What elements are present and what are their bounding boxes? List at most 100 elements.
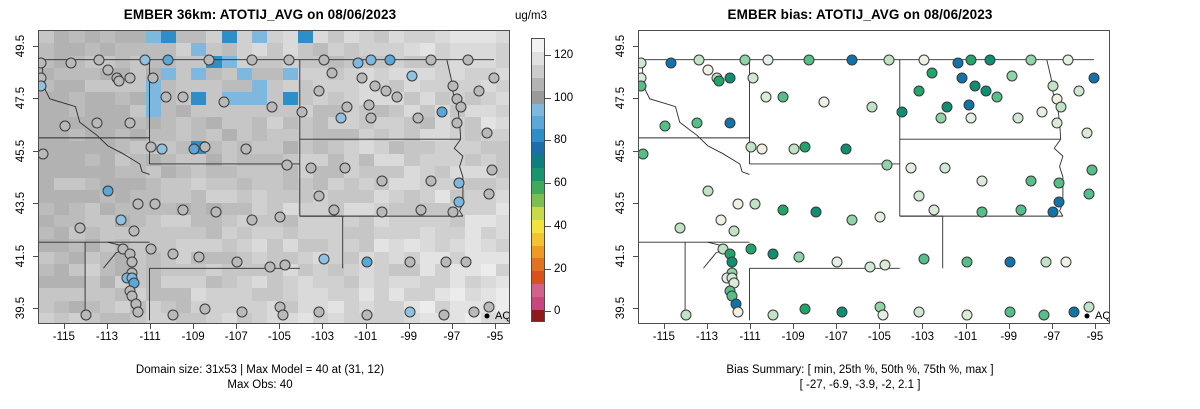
station-marker[interactable] [762, 54, 774, 66]
station-marker[interactable] [1081, 127, 1093, 139]
station-marker[interactable] [39, 80, 47, 92]
station-marker[interactable] [455, 101, 467, 113]
station-marker[interactable] [1038, 309, 1050, 320]
station-marker[interactable] [639, 80, 647, 92]
station-marker[interactable] [874, 211, 886, 223]
station-marker[interactable] [1055, 101, 1067, 113]
station-marker[interactable] [739, 54, 751, 66]
station-marker[interactable] [203, 54, 215, 66]
station-marker[interactable] [991, 91, 1003, 103]
station-marker[interactable] [896, 106, 908, 118]
station-marker[interactable] [425, 54, 437, 66]
station-marker[interactable] [162, 54, 174, 66]
station-marker[interactable] [1036, 106, 1048, 118]
station-marker[interactable] [976, 175, 988, 187]
station-marker[interactable] [976, 206, 988, 218]
station-marker[interactable] [145, 141, 157, 152]
station-marker[interactable] [724, 72, 735, 84]
station-marker[interactable] [777, 91, 789, 103]
station-marker[interactable] [728, 225, 740, 236]
station-marker[interactable] [836, 306, 848, 318]
station-marker[interactable] [281, 159, 293, 171]
station-marker[interactable] [177, 91, 189, 103]
station-marker[interactable] [674, 222, 686, 234]
station-marker[interactable] [447, 206, 459, 218]
station-marker[interactable] [80, 309, 92, 320]
station-marker[interactable] [639, 57, 647, 68]
station-marker[interactable] [74, 222, 86, 234]
station-marker[interactable] [965, 54, 977, 66]
station-marker[interactable] [913, 190, 925, 202]
station-marker[interactable] [193, 251, 204, 263]
station-marker[interactable] [296, 106, 308, 118]
bias-map-plot[interactable]: AQS [638, 30, 1110, 324]
station-marker[interactable] [879, 259, 891, 271]
station-marker[interactable] [326, 67, 338, 79]
station-marker[interactable] [124, 117, 135, 129]
station-marker[interactable] [481, 127, 493, 139]
station-marker[interactable] [788, 143, 800, 155]
station-marker[interactable] [760, 91, 772, 103]
station-marker[interactable] [965, 112, 977, 124]
station-marker[interactable] [883, 54, 895, 66]
station-marker[interactable] [793, 251, 804, 263]
station-marker[interactable] [438, 309, 450, 320]
station-marker[interactable] [440, 256, 452, 268]
station-marker[interactable] [846, 214, 858, 226]
station-marker[interactable] [365, 112, 377, 124]
station-marker[interactable] [139, 54, 151, 66]
station-marker[interactable] [363, 99, 375, 110]
station-marker[interactable] [240, 143, 252, 155]
station-marker[interactable] [881, 159, 893, 171]
station-marker[interactable] [468, 306, 480, 318]
station-marker[interactable] [831, 256, 843, 268]
station-marker[interactable] [928, 204, 940, 215]
station-marker[interactable] [913, 306, 925, 318]
station-marker[interactable] [905, 162, 917, 173]
station-marker[interactable] [39, 148, 49, 160]
station-marker[interactable] [313, 85, 325, 97]
station-marker[interactable] [264, 261, 276, 273]
station-marker[interactable] [39, 57, 47, 68]
station-marker[interactable] [732, 306, 744, 318]
station-marker[interactable] [693, 54, 705, 66]
station-marker[interactable] [341, 101, 353, 113]
station-marker[interactable] [1040, 256, 1052, 268]
station-marker[interactable] [749, 198, 761, 210]
station-marker[interactable] [961, 256, 973, 268]
station-marker[interactable] [145, 243, 157, 255]
station-marker[interactable] [361, 256, 373, 268]
station-marker[interactable] [713, 75, 725, 87]
station-marker[interactable] [702, 185, 714, 197]
station-marker[interactable] [665, 57, 677, 68]
station-marker[interactable] [453, 196, 465, 208]
station-marker[interactable] [132, 306, 144, 318]
station-marker[interactable] [313, 306, 325, 318]
station-marker[interactable] [1004, 306, 1016, 318]
station-marker[interactable] [680, 309, 692, 320]
station-marker[interactable] [803, 54, 815, 66]
station-marker[interactable] [473, 85, 485, 97]
station-marker[interactable] [659, 120, 671, 131]
station-marker[interactable] [335, 112, 347, 124]
station-marker[interactable] [926, 67, 938, 79]
station-marker[interactable] [376, 175, 388, 187]
station-marker[interactable] [313, 190, 325, 202]
station-marker[interactable] [1051, 117, 1063, 129]
station-marker[interactable] [726, 256, 738, 268]
station-marker[interactable] [1025, 54, 1037, 66]
station-marker[interactable] [939, 162, 951, 173]
station-marker[interactable] [918, 54, 929, 66]
station-marker[interactable] [279, 259, 291, 271]
station-marker[interactable] [1068, 306, 1080, 318]
station-marker[interactable] [1086, 164, 1098, 176]
station-marker[interactable] [956, 72, 968, 84]
station-marker[interactable] [339, 162, 351, 173]
station-marker[interactable] [384, 54, 396, 66]
station-marker[interactable] [984, 54, 996, 66]
station-marker[interactable] [156, 143, 168, 155]
station-marker[interactable] [425, 175, 437, 187]
station-marker[interactable] [963, 99, 975, 110]
station-marker[interactable] [1053, 196, 1065, 208]
station-marker[interactable] [1083, 301, 1095, 313]
